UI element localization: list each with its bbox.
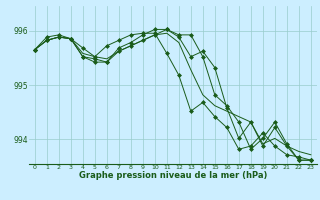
X-axis label: Graphe pression niveau de la mer (hPa): Graphe pression niveau de la mer (hPa) [79,171,267,180]
